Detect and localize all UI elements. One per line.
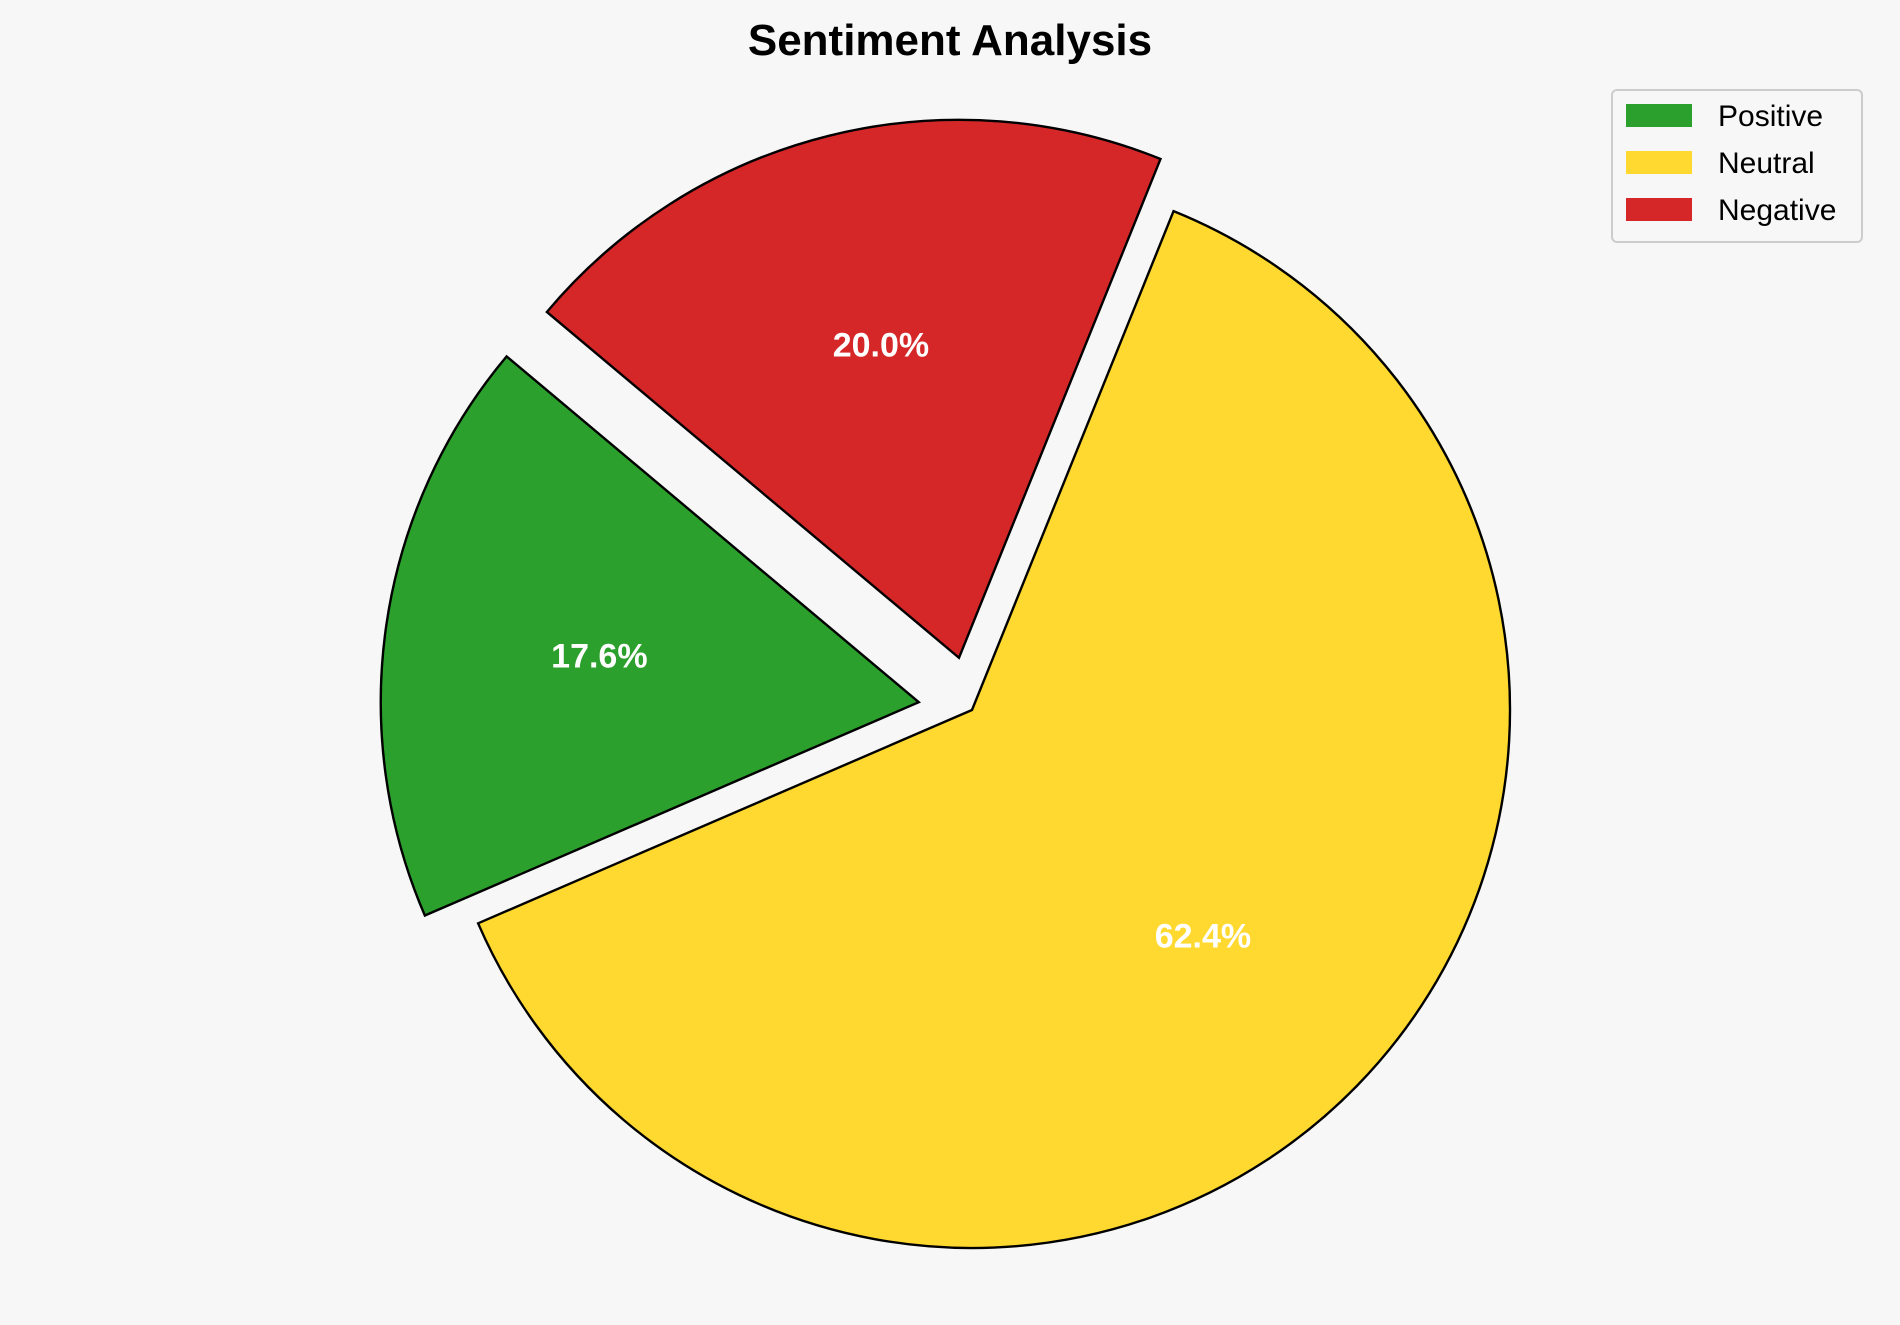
legend-swatch-neutral bbox=[1626, 151, 1692, 174]
slice-label-negative: 20.0% bbox=[833, 327, 929, 365]
chart-title: Sentiment Analysis bbox=[748, 16, 1152, 65]
slice-label-positive: 17.6% bbox=[551, 638, 647, 676]
legend-swatch-positive bbox=[1626, 104, 1692, 127]
legend: Positive Neutral Negative bbox=[1611, 89, 1863, 243]
pie-slice-negative bbox=[545, 118, 1163, 660]
pie-slice-positive bbox=[379, 354, 922, 918]
legend-swatch-negative bbox=[1626, 198, 1692, 221]
legend-label-negative: Negative bbox=[1718, 194, 1836, 227]
legend-label-neutral: Neutral bbox=[1718, 147, 1815, 180]
pie-slice-neutral bbox=[476, 209, 1512, 1250]
slice-label-neutral: 62.4% bbox=[1155, 918, 1251, 956]
legend-label-positive: Positive bbox=[1718, 100, 1823, 133]
